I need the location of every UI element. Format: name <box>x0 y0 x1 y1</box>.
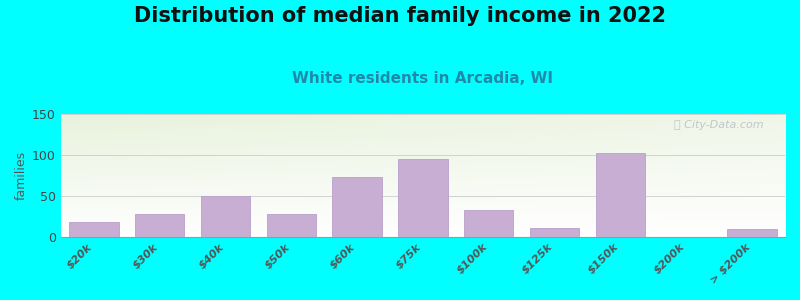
Bar <box>333 177 382 237</box>
Bar <box>69 222 118 237</box>
Bar <box>398 159 448 237</box>
Bar <box>266 214 316 237</box>
Bar <box>135 214 184 237</box>
Y-axis label: families: families <box>15 151 28 200</box>
Bar <box>530 228 579 237</box>
Text: ⓘ City-Data.com: ⓘ City-Data.com <box>674 120 763 130</box>
Text: Distribution of median family income in 2022: Distribution of median family income in … <box>134 6 666 26</box>
Bar <box>727 229 777 237</box>
Title: White residents in Arcadia, WI: White residents in Arcadia, WI <box>293 71 554 86</box>
Bar <box>464 209 514 237</box>
Bar <box>596 153 645 237</box>
Bar <box>201 196 250 237</box>
